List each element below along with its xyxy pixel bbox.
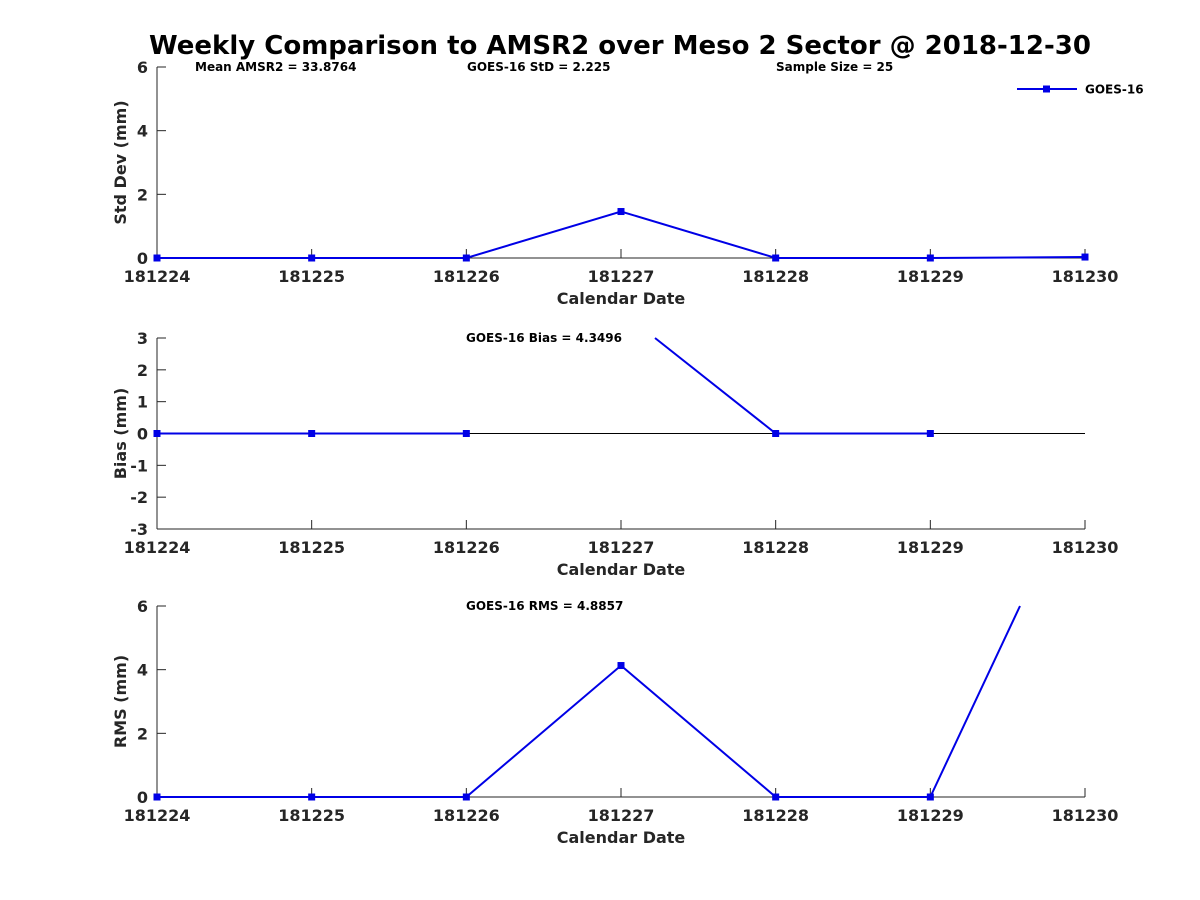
x-tick-label: 181230 bbox=[1052, 806, 1119, 825]
data-point bbox=[153, 793, 161, 801]
data-point bbox=[617, 662, 625, 670]
annotation: GOES-16 Bias = 4.3496 bbox=[466, 331, 622, 345]
x-axis-label: Calendar Date bbox=[557, 560, 686, 579]
x-tick-label: 181230 bbox=[1052, 267, 1119, 286]
y-tick-label: 0 bbox=[137, 425, 148, 444]
x-tick-label: 181227 bbox=[588, 267, 655, 286]
data-point bbox=[926, 793, 934, 801]
annotation: GOES-16 RMS = 4.8857 bbox=[466, 599, 623, 613]
y-tick-label: 6 bbox=[137, 597, 148, 616]
annotation: Sample Size = 25 bbox=[776, 60, 893, 74]
y-tick-label: 3 bbox=[137, 329, 148, 348]
x-tick-label: 181226 bbox=[433, 267, 500, 286]
y-tick-label: 6 bbox=[137, 58, 148, 77]
y-tick-label: 0 bbox=[137, 249, 148, 268]
x-tick-label: 181225 bbox=[278, 267, 345, 286]
x-tick-label: 181229 bbox=[897, 538, 964, 557]
legend: GOES-16 bbox=[1017, 83, 1144, 97]
y-tick-label: 2 bbox=[137, 724, 148, 743]
data-point bbox=[153, 430, 161, 437]
y-tick-label: -3 bbox=[130, 520, 148, 539]
x-tick-label: 181225 bbox=[278, 806, 345, 825]
y-axis-label: RMS (mm) bbox=[111, 655, 130, 748]
panels: 0 2 4 6 181224 181225 181226 181227 181228 181229… bbox=[111, 58, 1118, 847]
data-point bbox=[772, 254, 780, 262]
data-point bbox=[462, 430, 470, 437]
x-tick-label: 181229 bbox=[897, 267, 964, 286]
x-tick-label: 181226 bbox=[433, 806, 500, 825]
series-line bbox=[654, 337, 931, 435]
x-tick-label: 181228 bbox=[742, 538, 809, 557]
x-tick-label: 181229 bbox=[897, 806, 964, 825]
legend-label: GOES-16 bbox=[1085, 83, 1144, 97]
x-axis-label: Calendar Date bbox=[557, 289, 686, 308]
data-point bbox=[308, 254, 316, 262]
annotation: GOES-16 StD = 2.225 bbox=[467, 60, 610, 74]
data-point bbox=[772, 430, 780, 437]
y-tick-label: 4 bbox=[137, 661, 148, 680]
data-point bbox=[462, 793, 470, 801]
y-tick-label: 2 bbox=[137, 185, 148, 204]
legend-marker bbox=[1043, 85, 1050, 93]
panel-3: 0 2 4 6 181224 181225 181226 181227 181228 181229… bbox=[111, 597, 1118, 847]
x-tick-label: 181224 bbox=[124, 538, 191, 557]
data-point bbox=[617, 208, 625, 216]
data-point bbox=[772, 793, 780, 801]
data-point bbox=[1081, 253, 1089, 261]
data-point bbox=[462, 254, 470, 262]
y-axis-label: Std Dev (mm) bbox=[111, 100, 130, 224]
y-tick-label: -2 bbox=[130, 488, 148, 507]
x-tick-label: 181228 bbox=[742, 806, 809, 825]
y-tick-label: 2 bbox=[137, 361, 148, 380]
x-tick-label: 181226 bbox=[433, 538, 500, 557]
panel-2: -3 -2 -1 0 1 2 3 181224 181225 181226 181227 181228… bbox=[111, 329, 1118, 579]
x-tick-label: 181224 bbox=[124, 806, 191, 825]
data-point bbox=[308, 430, 316, 437]
x-tick-label: 181227 bbox=[588, 806, 655, 825]
x-tick-label: 181224 bbox=[124, 267, 191, 286]
y-tick-label: 4 bbox=[137, 122, 148, 141]
data-point bbox=[926, 254, 934, 262]
figure-title: Weekly Comparison to AMSR2 over Meso 2 S… bbox=[149, 31, 1091, 61]
data-point bbox=[926, 430, 934, 437]
x-tick-label: 181228 bbox=[742, 267, 809, 286]
y-tick-label: 0 bbox=[137, 788, 148, 807]
x-axis-label: Calendar Date bbox=[557, 828, 686, 847]
series-line bbox=[157, 605, 1021, 798]
annotation: Mean AMSR2 = 33.8764 bbox=[195, 60, 356, 74]
y-tick-label: -1 bbox=[130, 456, 148, 475]
x-tick-label: 181225 bbox=[278, 538, 345, 557]
x-tick-label: 181227 bbox=[588, 538, 655, 557]
data-point bbox=[153, 254, 161, 262]
x-tick-label: 181230 bbox=[1052, 538, 1119, 557]
y-axis-label: Bias (mm) bbox=[111, 388, 130, 480]
y-tick-label: 1 bbox=[137, 393, 148, 412]
data-point bbox=[308, 793, 316, 801]
panel-1: 0 2 4 6 181224 181225 181226 181227 181228 181229… bbox=[111, 58, 1118, 308]
